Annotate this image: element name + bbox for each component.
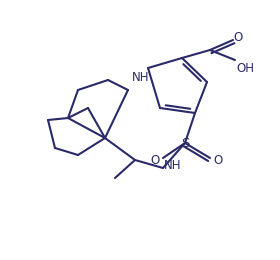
Text: S: S (181, 136, 189, 149)
Text: O: O (150, 153, 160, 166)
Text: NH: NH (132, 70, 150, 83)
Text: NH: NH (164, 159, 182, 172)
Text: O: O (213, 153, 223, 166)
Text: OH: OH (236, 62, 254, 75)
Text: O: O (233, 30, 243, 43)
